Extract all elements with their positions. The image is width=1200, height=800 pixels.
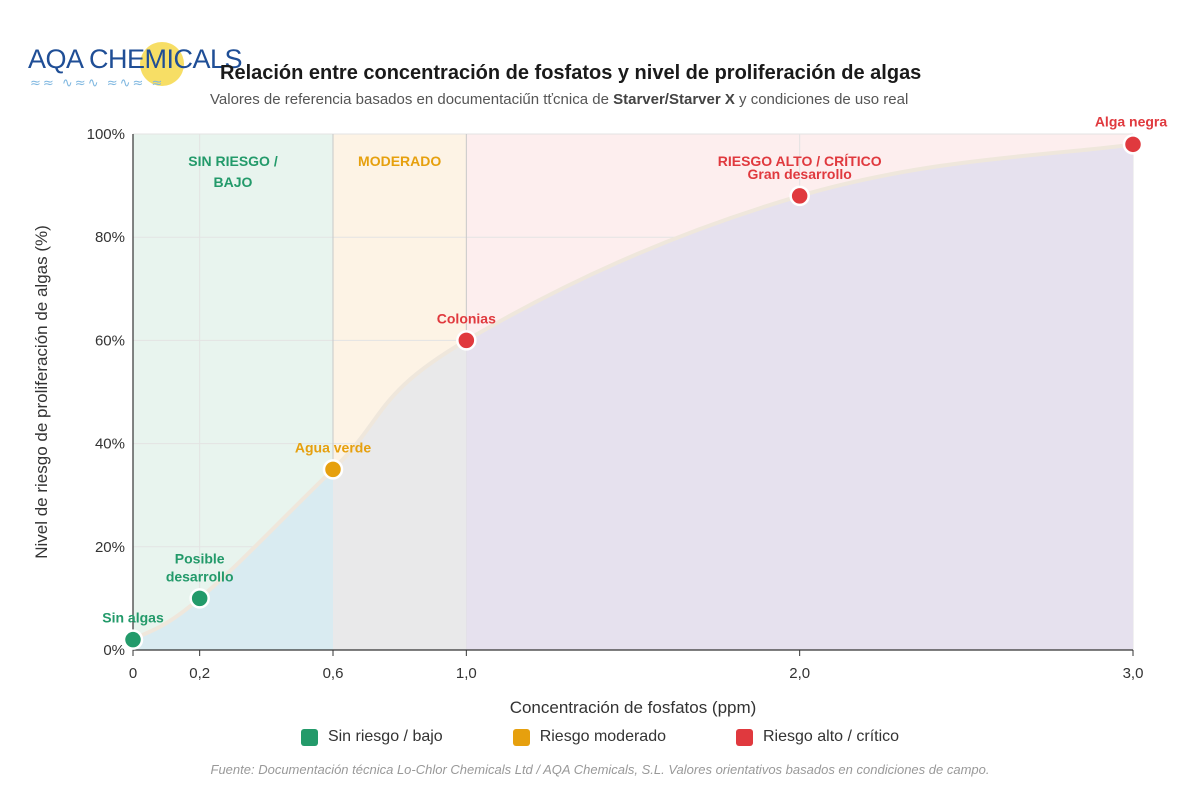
point-label: Agua verde [295, 439, 371, 455]
y-axis-title: Nivel de riesgo de proliferación de alga… [32, 225, 51, 559]
legend-label: Sin riesgo / bajo [327, 728, 443, 745]
logo-sun-icon [140, 42, 184, 86]
legend-item: Sin riesgo / bajo [300, 728, 443, 746]
point-label: Gran desarrollo [748, 166, 852, 182]
data-point [122, 629, 144, 650]
x-tick-label: 2,0 [789, 665, 810, 682]
logo-text: AQA CHEMICALS [28, 44, 243, 74]
y-tick-label: 80% [95, 229, 125, 246]
legend-swatch [512, 728, 530, 746]
y-tick-label: 60% [95, 332, 125, 349]
area-fill-high [466, 144, 1133, 650]
y-tick-label: 40% [95, 436, 125, 453]
company-logo: AQA CHEMICALS ≈≈ ∿≈∿ ≈∿≈ ≈ [28, 36, 243, 96]
data-point [189, 588, 210, 609]
legend-item: Riesgo alto / crítico [735, 728, 900, 746]
zone-label-moderate: MODERADO [358, 153, 441, 169]
x-tick-label: 0,6 [323, 665, 344, 682]
zone-label-high: RIESGO ALTO / CRÍTICO [718, 153, 882, 169]
legend-label: Riesgo alto / crítico [762, 728, 900, 745]
data-point [1122, 134, 1144, 155]
point-label: Sin algas [102, 610, 164, 626]
subtitle-pre: Valores de referencia basados en documen… [210, 91, 614, 108]
x-tick-label: 0 [129, 665, 137, 682]
point-label: Posible [175, 550, 225, 566]
chart-subtitle: Valores de referencia basados en documen… [210, 91, 908, 108]
data-point [456, 330, 477, 351]
y-tick-label: 100% [87, 126, 125, 143]
point-label: Alga negra [1095, 113, 1168, 129]
point-label: desarrollo [166, 568, 234, 584]
data-point [322, 459, 344, 480]
legend-item: Riesgo moderado [512, 728, 666, 746]
chart-legend: Sin riesgo / bajo Riesgo moderado Riesgo a… [0, 728, 1200, 746]
area-fill-moderate [333, 340, 467, 650]
x-tick-label: 3,0 [1123, 665, 1144, 682]
legend-swatch [735, 728, 753, 746]
zone-label-low: BAJO [214, 174, 253, 190]
subtitle-product: Starver/Starver X [613, 91, 735, 108]
area-fill-low [133, 469, 333, 650]
point-label: Colonias [437, 310, 496, 326]
logo-water-icon: ≈≈ ∿≈∿ ≈∿≈ ≈ [30, 76, 165, 91]
legend-label: Riesgo moderado [539, 728, 666, 745]
source-note: Fuente: Documentación técnica Lo-Chlor C… [210, 762, 990, 777]
x-tick-label: 1,0 [456, 665, 477, 682]
subtitle-post: y condiciones de uso real [734, 91, 909, 108]
x-tick-label: 0,2 [189, 665, 210, 682]
legend-swatch [300, 728, 318, 746]
data-point [789, 185, 810, 207]
zone-label-low: SIN RIESGO / [188, 153, 278, 169]
y-tick-label: 0% [103, 642, 125, 659]
x-axis-title: Concentración de fosfatos (ppm) [510, 698, 757, 717]
chart-title: Relación entre concentración de fosfatos… [220, 62, 922, 84]
y-tick-label: 20% [95, 539, 125, 556]
